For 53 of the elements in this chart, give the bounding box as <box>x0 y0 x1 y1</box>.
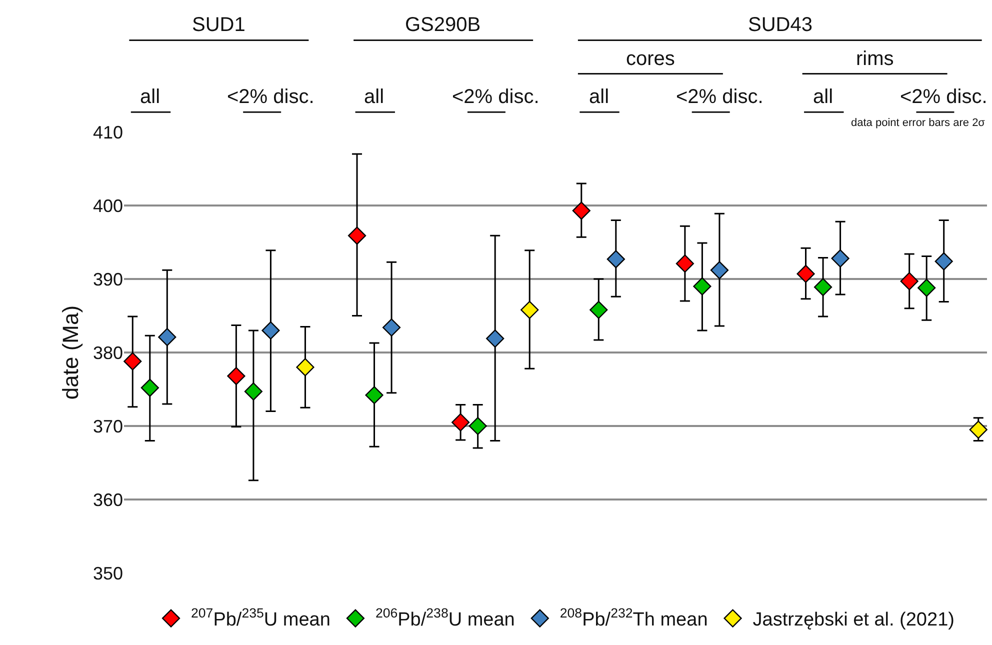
y-tick-label: 380 <box>92 342 123 363</box>
legend-label: $^{206}$Pb/$^{238}$U mean <box>375 606 515 631</box>
y-tick-label: 410 <box>92 122 123 142</box>
text: all <box>364 86 384 108</box>
y-tick-label: 350 <box>92 563 123 584</box>
point <box>814 278 832 296</box>
point <box>486 329 504 348</box>
legend-label: $^{207}$Pb/$^{235}$U mean <box>191 606 330 631</box>
text: GS290B <box>405 14 481 36</box>
point <box>244 382 262 401</box>
text: data point error bars are 2σ <box>851 117 986 129</box>
text: cores <box>626 48 675 70</box>
point <box>140 378 159 397</box>
point <box>590 300 608 319</box>
point <box>606 250 625 268</box>
text: all <box>140 86 160 108</box>
text: all <box>813 86 834 108</box>
point <box>831 249 850 268</box>
text: SUD1 <box>192 14 246 36</box>
point <box>969 420 988 439</box>
point <box>158 328 176 346</box>
y-tick-label: 390 <box>92 269 123 290</box>
point <box>796 264 815 283</box>
point <box>710 261 729 280</box>
y-tick-label: 370 <box>92 416 123 436</box>
point <box>572 202 590 220</box>
y-tick-label: 360 <box>92 490 123 510</box>
legend-label: Jastrzębski et al. (2021) <box>752 610 954 631</box>
text: all <box>589 86 610 108</box>
point <box>227 366 246 386</box>
text: <2% disc. <box>676 86 764 108</box>
y-tick-label: 400 <box>92 196 123 216</box>
point <box>365 386 384 404</box>
point <box>900 272 918 290</box>
y-axis-title: date (Ma) <box>58 305 83 400</box>
point <box>124 352 142 370</box>
text: rims <box>856 48 894 70</box>
legend-label: $^{208}$Pb/$^{232}$Th mean <box>560 606 708 631</box>
point <box>934 252 953 270</box>
point <box>452 413 470 432</box>
point <box>296 358 314 376</box>
point <box>468 416 487 436</box>
point <box>262 321 280 340</box>
point <box>918 278 936 297</box>
text: <2% disc. <box>900 86 988 108</box>
point <box>520 300 539 319</box>
text: SUD43 <box>748 14 812 36</box>
point <box>382 318 401 337</box>
text: <2% disc. <box>227 86 314 108</box>
point <box>348 226 366 245</box>
text: <2% disc. <box>452 86 540 108</box>
point <box>676 254 694 273</box>
point <box>693 277 712 296</box>
